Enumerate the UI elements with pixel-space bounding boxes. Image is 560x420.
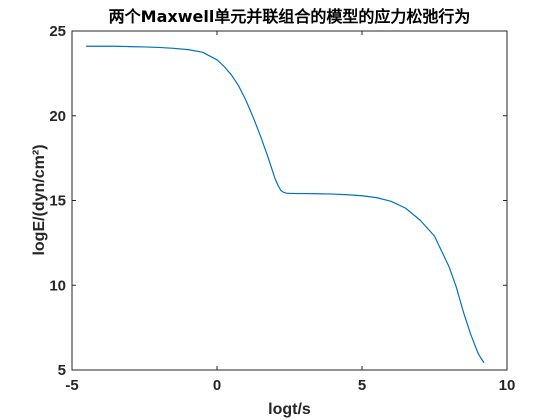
chart-title: 两个Maxwell单元并联组合的模型的应力松弛行为 xyxy=(109,7,471,26)
y-tick-label: 20 xyxy=(49,108,66,125)
y-tick-label: 25 xyxy=(49,23,66,40)
x-tick-label: 5 xyxy=(358,377,366,394)
series-layer xyxy=(85,45,485,363)
plot-area xyxy=(72,31,507,370)
x-tick-label: -5 xyxy=(65,377,78,394)
series-line xyxy=(85,45,485,363)
y-tick-label: 15 xyxy=(49,193,66,210)
y-axis-label: logE/(dyn/cm²) xyxy=(31,144,48,255)
y-tick-label: 10 xyxy=(49,277,66,294)
y-tick-label: 5 xyxy=(58,362,66,379)
x-tick-label: 0 xyxy=(213,377,221,394)
ticks-layer: -5 0 5 10 5 10 15 20 25 xyxy=(49,23,515,394)
x-tick-label: 10 xyxy=(499,377,516,394)
x-axis-label: logt/s xyxy=(268,401,311,418)
